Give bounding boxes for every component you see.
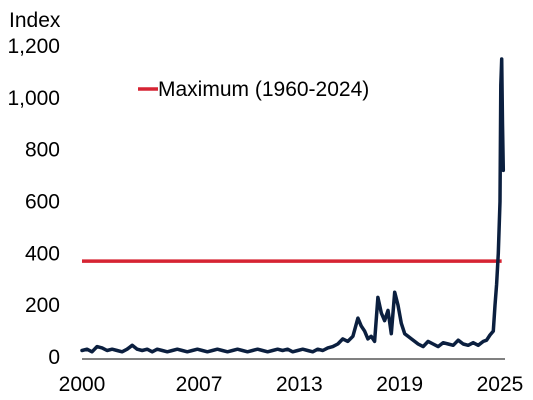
y-axis-label: Index: [9, 9, 61, 32]
legend: Maximum (1960-2024): [138, 78, 369, 101]
legend-label: Maximum (1960-2024): [158, 78, 369, 101]
x-axis-ticks: 2000 2007 2013 2019 2025: [59, 373, 524, 396]
y-tick-label: 200: [25, 294, 60, 317]
y-tick-label: 800: [25, 139, 60, 162]
x-tick-label: 2013: [276, 373, 323, 396]
series-group: [80, 57, 506, 354]
y-tick-label: 0: [48, 346, 60, 369]
index-series-line: [80, 57, 506, 354]
x-tick-label: 2025: [477, 373, 524, 396]
y-axis-ticks: 0 200 400 600 800 1,000 1,200: [7, 35, 60, 369]
y-tick-label: 600: [25, 191, 60, 214]
y-tick-label: 1,000: [7, 87, 60, 110]
x-tick-label: 2007: [176, 373, 223, 396]
x-tick-label: 2000: [59, 373, 106, 396]
y-tick-label: 1,200: [7, 35, 60, 58]
y-tick-label: 400: [25, 242, 60, 265]
x-tick-label: 2019: [376, 373, 423, 396]
